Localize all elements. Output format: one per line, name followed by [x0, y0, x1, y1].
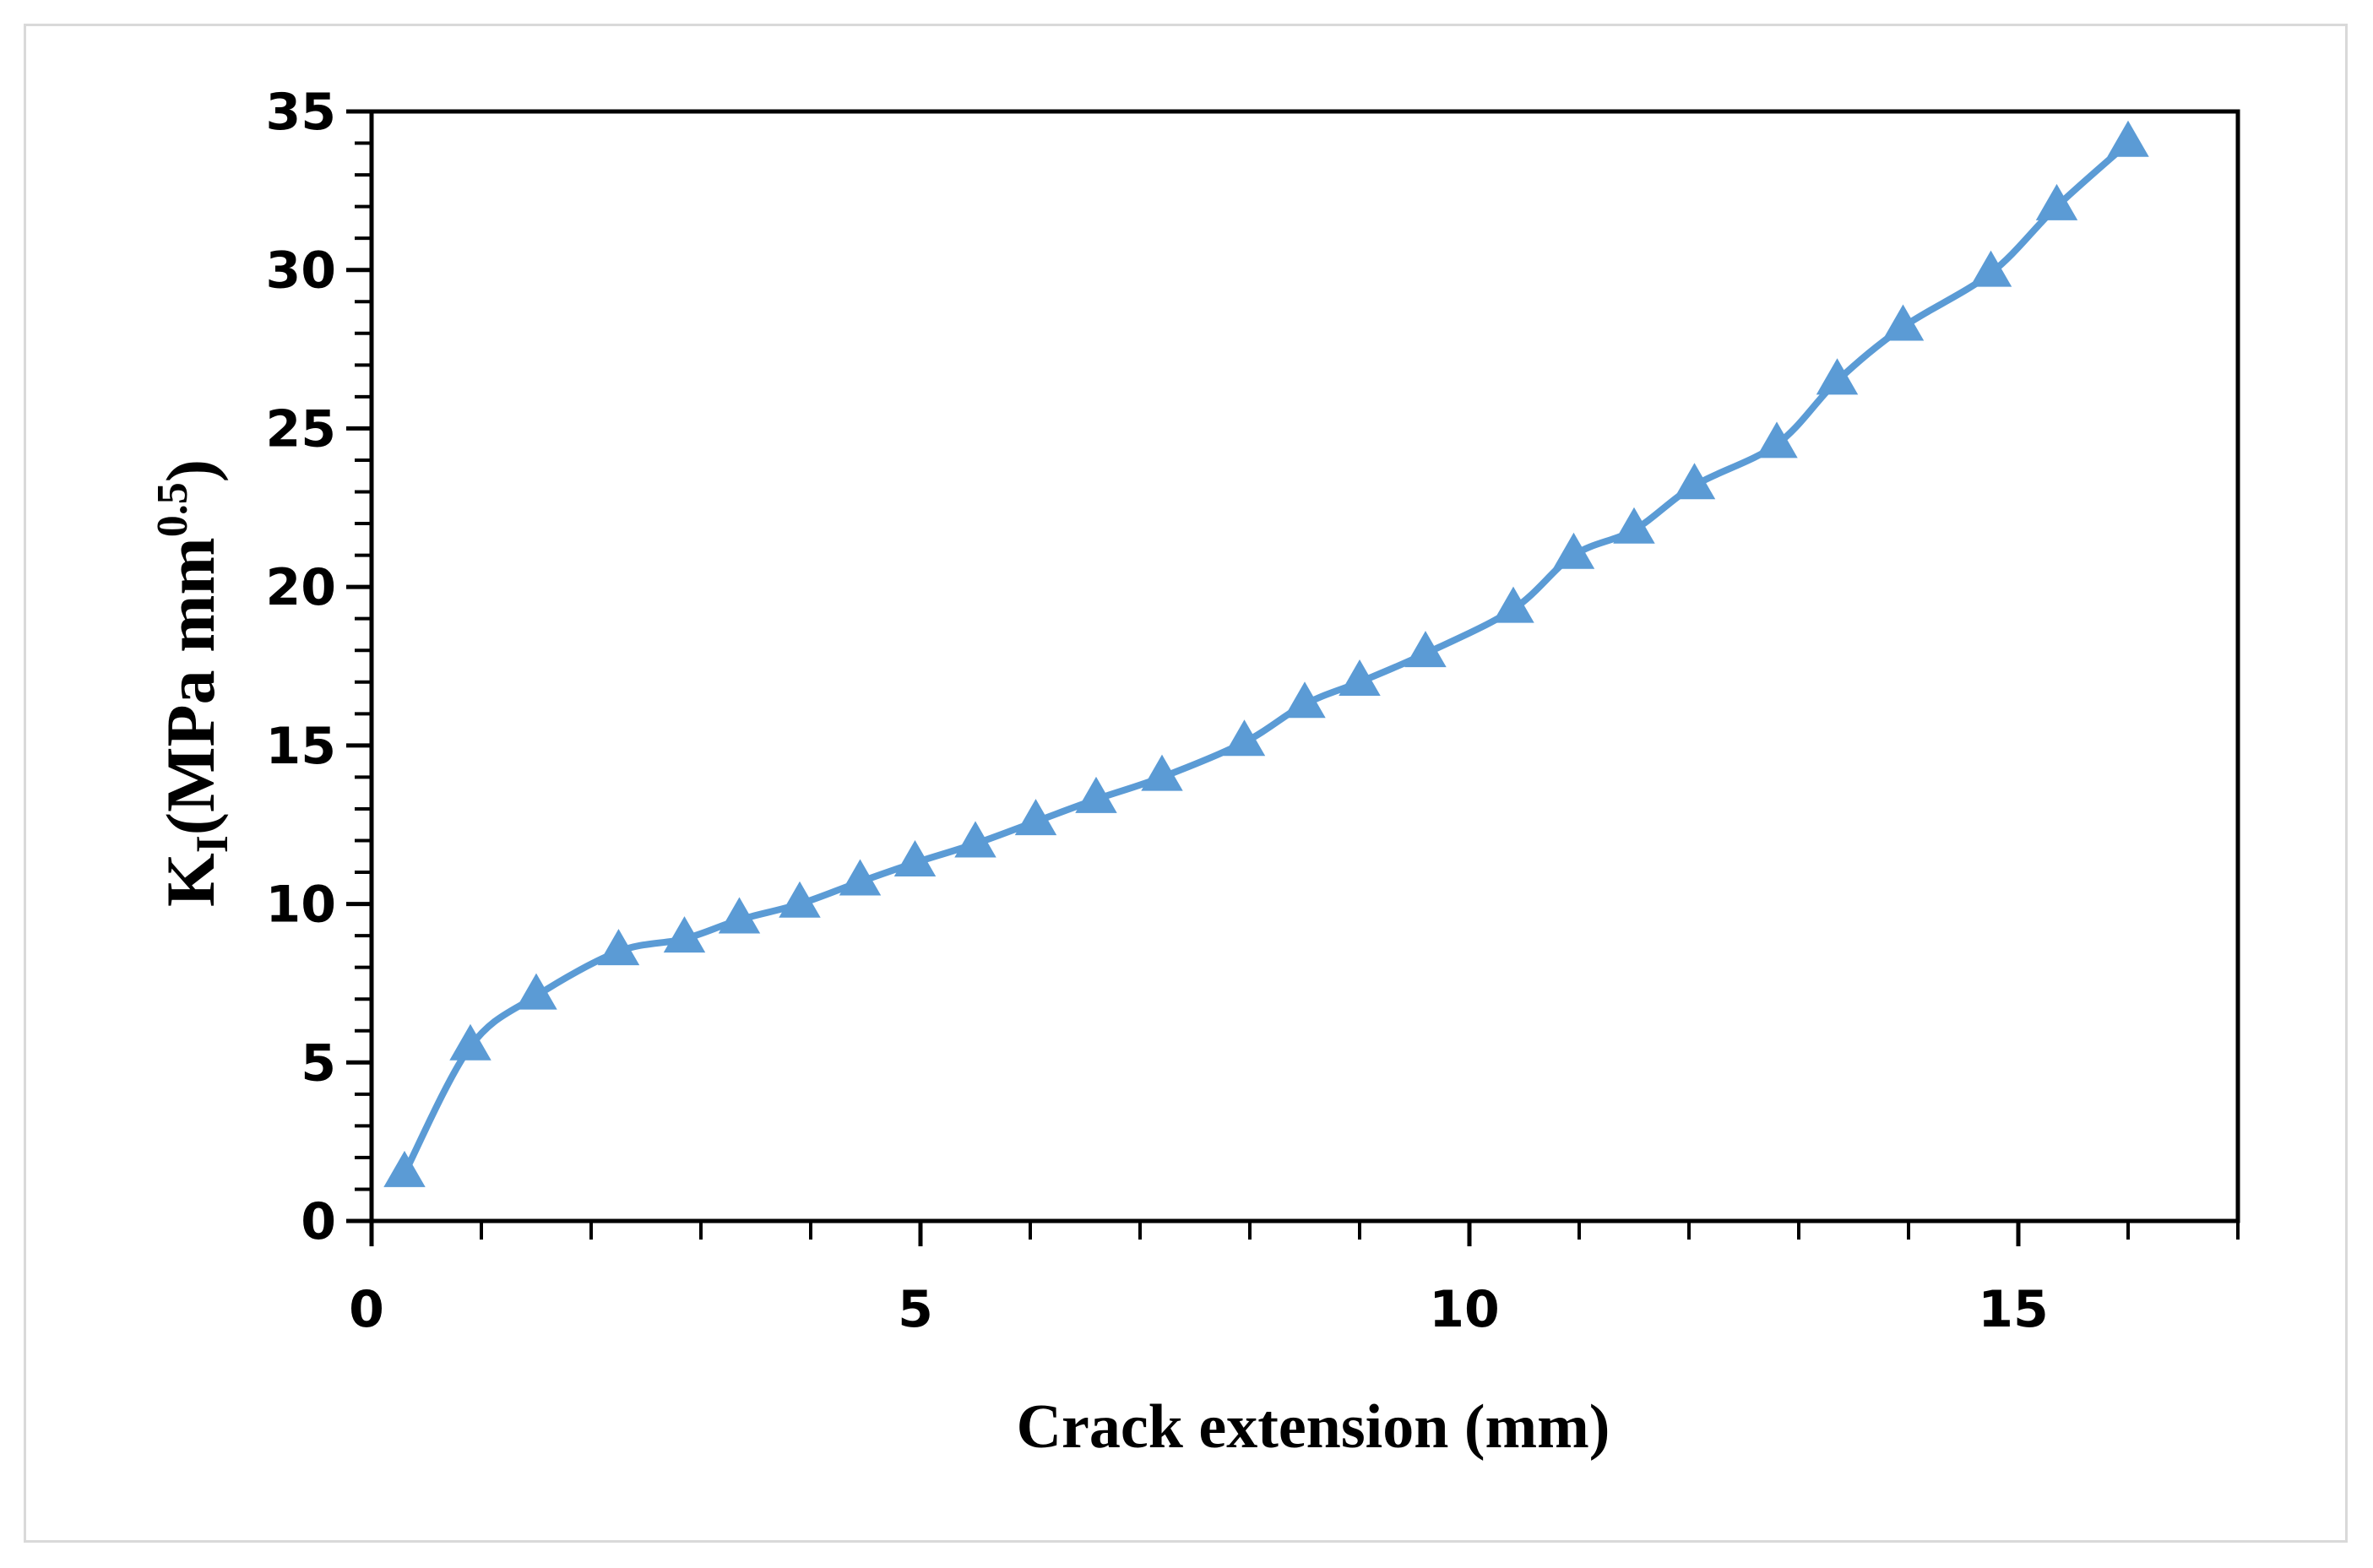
x-tick-label: 10: [1429, 1280, 1500, 1339]
data-point-marker: [2107, 120, 2149, 157]
data-point-marker: [718, 897, 761, 934]
data-point-marker: [1882, 304, 1925, 341]
y-tick-label: 25: [266, 399, 337, 458]
data-point-marker: [663, 916, 706, 953]
y-axis-title-close: ): [152, 459, 229, 482]
data-point-marker: [1284, 681, 1326, 719]
data-point-marker: [1404, 631, 1447, 668]
y-axis-title-main: K: [152, 853, 229, 907]
series-line: [401, 139, 2131, 1177]
data-point-marker: [779, 881, 821, 918]
data-point-marker: [839, 859, 882, 896]
plot-area: [369, 109, 2240, 1223]
data-point-marker: [954, 821, 996, 858]
y-axis-title-unit: (MPa mm: [152, 537, 229, 835]
line-chart: 0 5 10 15 20 25 30 35 0 5 10 15 Crack extension (m…: [149, 83, 2240, 1462]
x-tick-label: 5: [898, 1280, 933, 1339]
y-axis: 0 5 10 15 20 25 30 35: [266, 83, 372, 1251]
x-axis: 0 5 10 15: [349, 1221, 2240, 1339]
data-point-marker: [1223, 719, 1266, 757]
y-tick-label: 30: [266, 241, 337, 301]
y-axis-title: KI(MPa mm0.5): [149, 459, 237, 907]
series-layer: [383, 120, 2149, 1187]
data-point-marker: [1014, 799, 1057, 836]
y-axis-title-exponent: 0.5: [149, 482, 197, 537]
data-point-marker: [1816, 358, 1859, 395]
plot-border: [369, 109, 2240, 1223]
x-tick-label: 0: [349, 1280, 384, 1339]
data-point-marker: [1673, 463, 1716, 500]
data-point-marker: [2035, 183, 2078, 220]
data-point-marker: [1756, 421, 1798, 458]
x-axis-title: Crack extension (mm): [1017, 1392, 1610, 1462]
data-point-marker: [1075, 776, 1117, 813]
chart-frame: 0 5 10 15 20 25 30 35 0 5 10 15 Crack extension (m…: [24, 24, 2348, 1543]
data-point-marker: [1339, 659, 1381, 696]
x-tick-label: 15: [1978, 1280, 2049, 1339]
data-point-marker: [1552, 532, 1595, 569]
y-axis-title-sub: I: [187, 835, 237, 853]
data-point-marker: [515, 973, 557, 1010]
data-point-marker: [597, 929, 640, 966]
data-point-marker: [1492, 586, 1534, 623]
y-tick-label: 10: [266, 876, 337, 935]
y-tick-label: 20: [266, 558, 337, 617]
data-point-marker: [383, 1150, 426, 1187]
data-point-marker: [893, 839, 937, 876]
data-point-marker: [449, 1023, 491, 1061]
data-point-marker: [1141, 754, 1183, 791]
data-point-marker: [1969, 250, 2012, 287]
y-tick-label: 5: [301, 1034, 336, 1093]
y-tick-label: 0: [301, 1192, 336, 1251]
data-point-marker: [1613, 507, 1655, 544]
y-tick-label: 15: [266, 717, 337, 776]
y-tick-label: 35: [266, 83, 337, 142]
